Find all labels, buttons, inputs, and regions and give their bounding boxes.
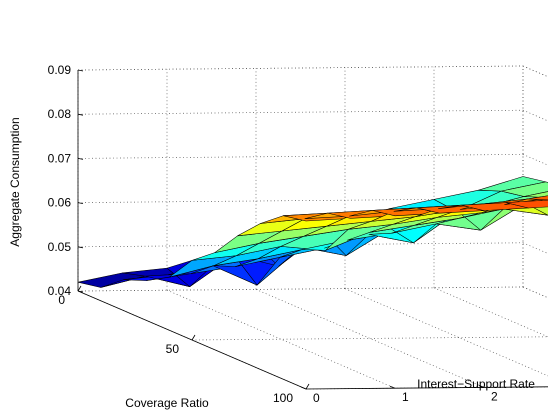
grid-line-y-floor-4: [434, 288, 548, 386]
grid-line-z-left-3: [78, 154, 523, 158]
y-axis-label: Interest−Support Rate: [417, 377, 535, 391]
z-tick-label-4: 0.08: [48, 107, 72, 121]
grid-line-y-floor-1: [167, 290, 395, 388]
y-tick-label-0: 0: [313, 391, 320, 405]
x-axis-label: Coverage Ratio: [125, 396, 209, 410]
grid-top-right: [523, 66, 548, 164]
x-tick-mark-2: [306, 384, 309, 389]
grid-line-z-left-4: [78, 110, 523, 114]
grid-top-left: [78, 66, 523, 70]
surface-layer: [78, 163, 548, 288]
z-tick-label-3: 0.07: [48, 151, 72, 165]
grid-line-z-right-1: [523, 243, 548, 341]
z-axis-label: Aggregate Consumption: [8, 117, 22, 246]
grid-line-x-floor-0: [78, 287, 523, 291]
grid-line-z-right-5: [523, 66, 548, 164]
z-tick-label-5: 0.09: [48, 63, 72, 77]
z-tick-label-2: 0.06: [48, 196, 72, 210]
z-tick-label-1: 0.05: [48, 240, 72, 254]
x-tick-label-0: 0: [58, 293, 65, 307]
x-tick-mark-1: [192, 335, 195, 340]
x-tick-label-1: 50: [166, 342, 180, 356]
grid-line-y-floor-2: [256, 289, 484, 387]
x-tick-mark-0: [78, 286, 81, 291]
grid-line-y-floor-3: [345, 289, 548, 387]
y-tick-label-1: 1: [402, 390, 409, 404]
y-tick-mark-0: [301, 387, 306, 389]
grid-line-x-floor-1: [192, 336, 548, 340]
x-tick-label-2: 100: [273, 391, 293, 405]
y-tick-label-2: 2: [491, 389, 498, 403]
